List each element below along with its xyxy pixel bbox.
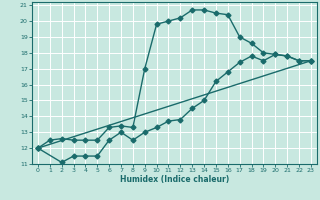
X-axis label: Humidex (Indice chaleur): Humidex (Indice chaleur) — [120, 175, 229, 184]
